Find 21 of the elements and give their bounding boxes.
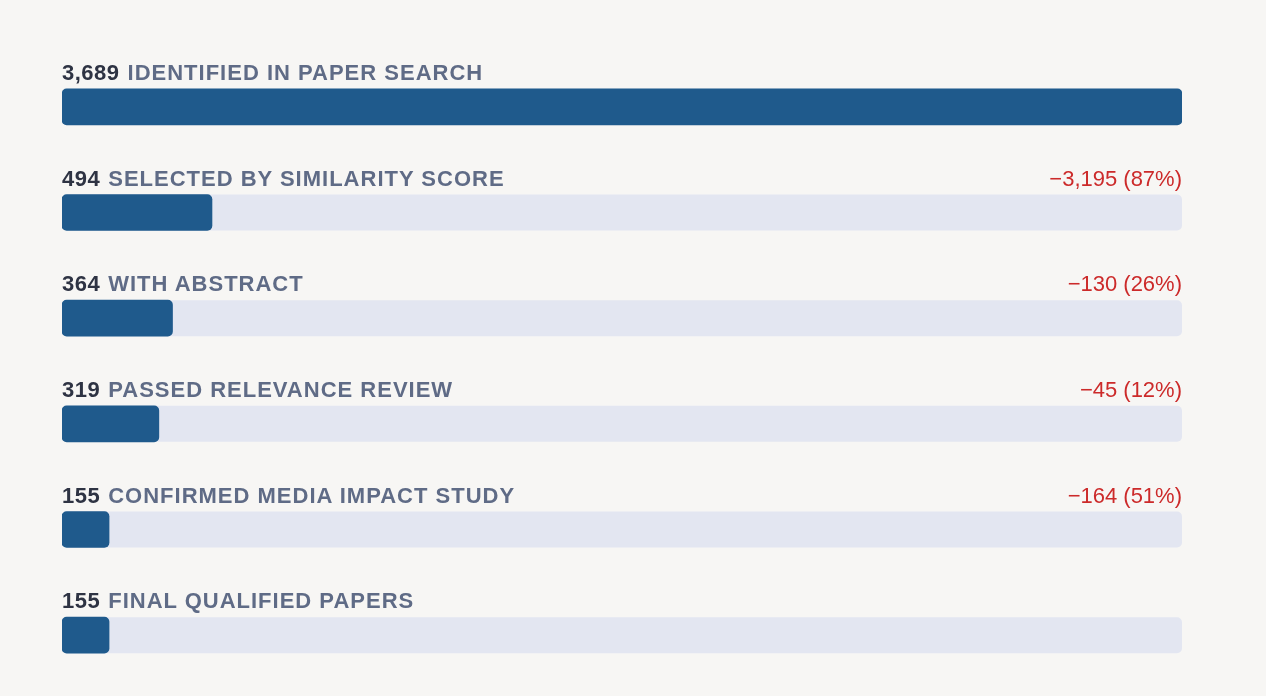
bar: [62, 194, 213, 231]
y-tick-label: FINAL QUALIFIED PAPERS: [108, 588, 415, 614]
y-tick-label: IDENTIFIED IN PAPER SEARCH: [127, 59, 484, 85]
y-tick-label: PASSED RELEVANCE REVIEW: [108, 376, 454, 402]
bar: [62, 511, 110, 548]
annotation: −3,195 (87%): [1049, 165, 1182, 191]
data-label: 155: [62, 588, 101, 614]
y-tick-label: SELECTED BY SIMILARITY SCORE: [108, 165, 505, 191]
y-tick-label: CONFIRMED MEDIA IMPACT STUDY: [108, 482, 516, 508]
bar: [62, 299, 173, 337]
annotation: −130 (26%): [1067, 271, 1182, 297]
annotation: −45 (12%): [1079, 376, 1182, 402]
bar: [62, 616, 110, 654]
data-label: 155: [62, 482, 101, 508]
annotation: −164 (51%): [1067, 482, 1182, 508]
data-label: 319: [62, 376, 101, 402]
data-label: 3,689: [62, 59, 120, 85]
data-label: 364: [62, 271, 101, 297]
y-tick-label: WITH ABSTRACT: [108, 271, 304, 297]
data-label: 494: [62, 165, 101, 191]
bar: [62, 405, 160, 443]
